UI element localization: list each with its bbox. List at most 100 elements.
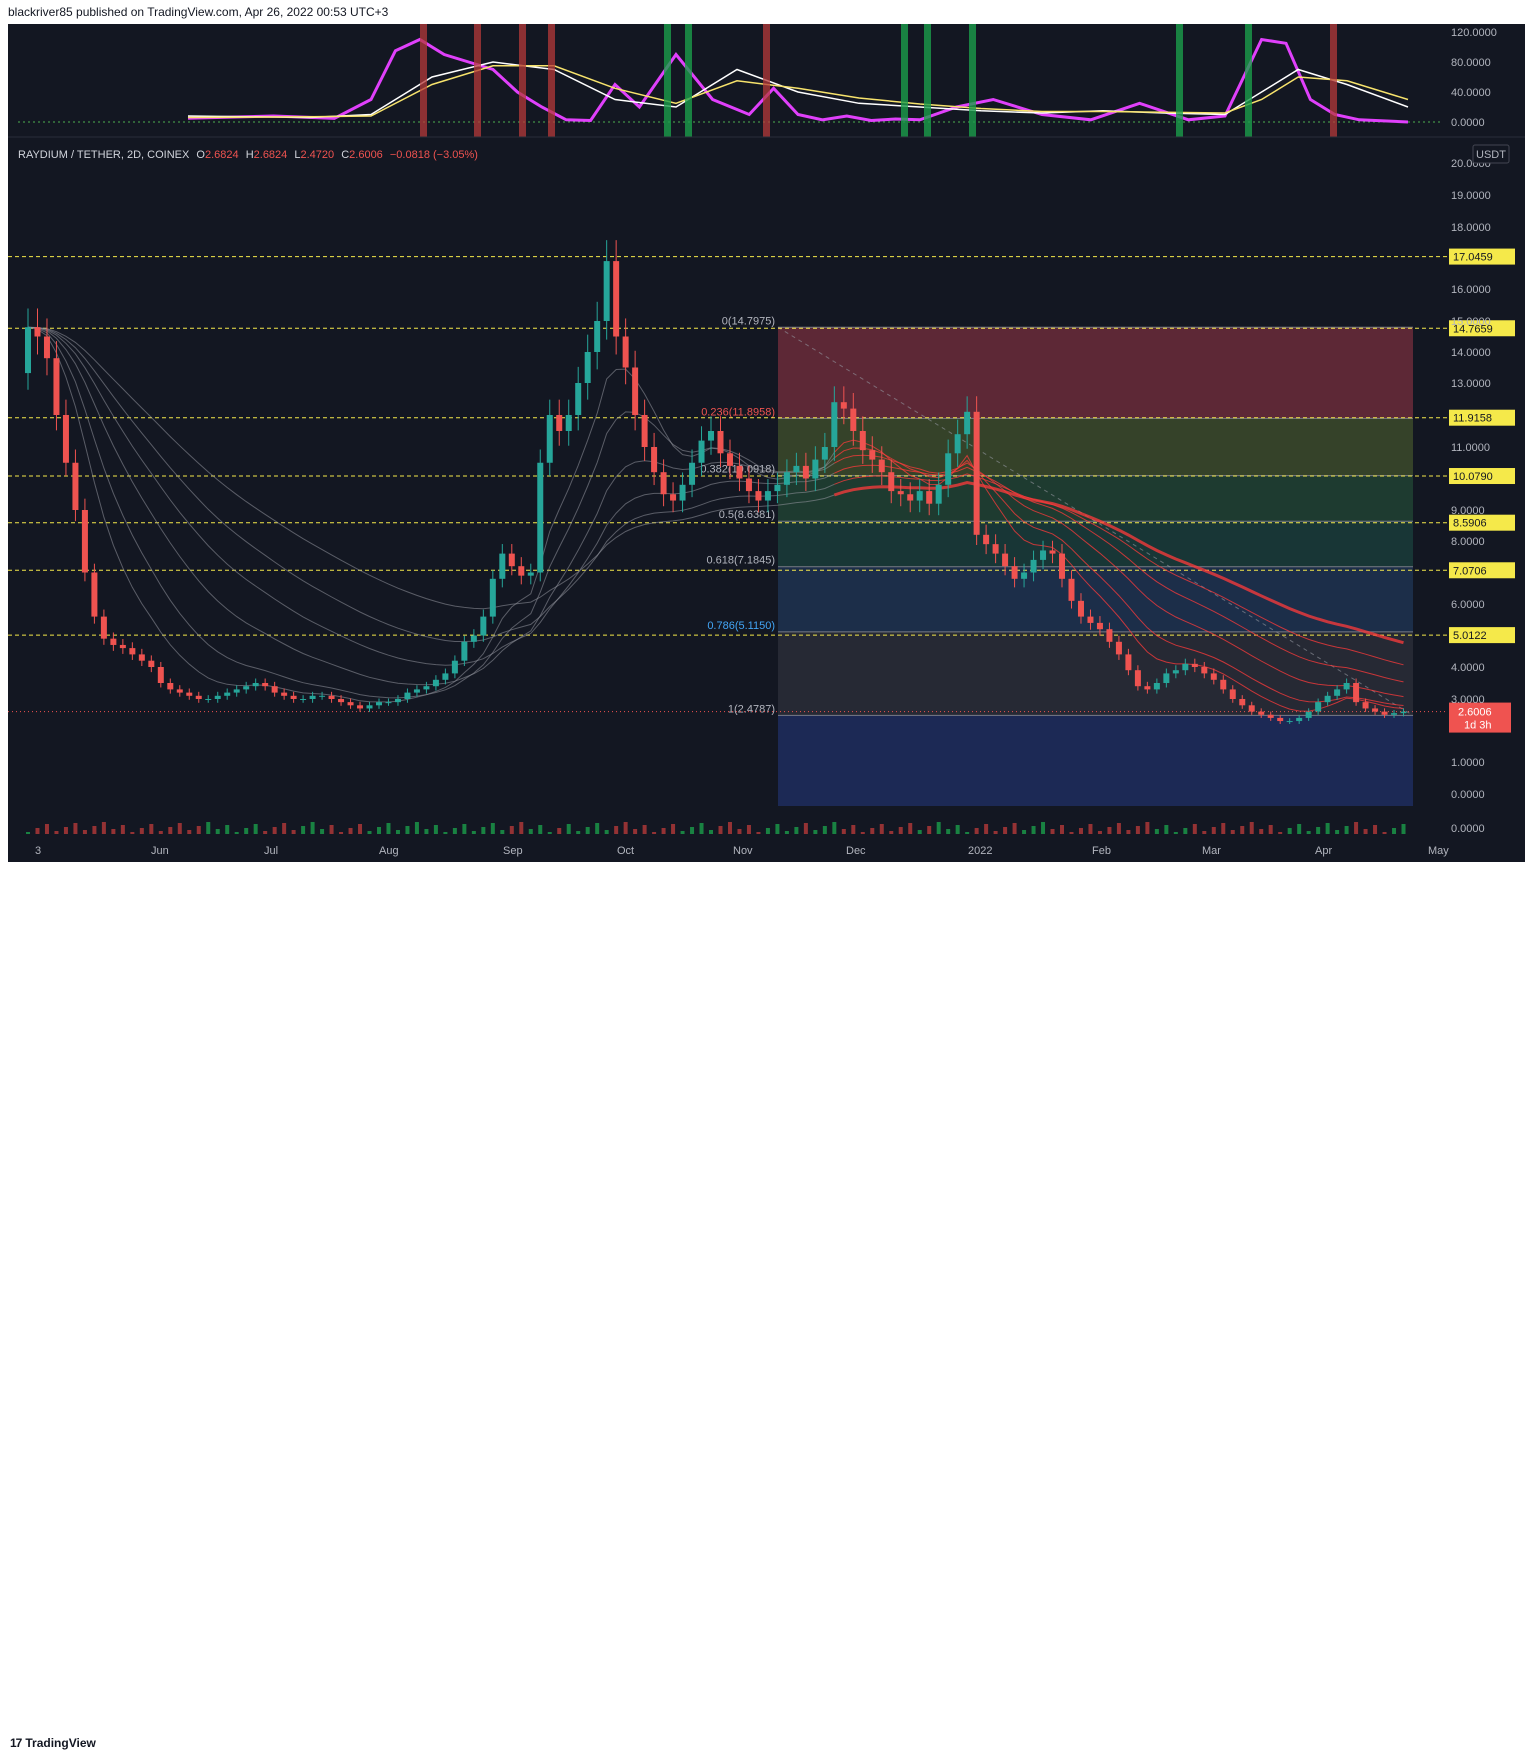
candle-body bbox=[983, 534, 990, 545]
price-tick-label: 13.0000 bbox=[1451, 378, 1491, 390]
candle-body bbox=[907, 494, 914, 501]
volume-bar bbox=[111, 829, 116, 834]
volume-bar bbox=[917, 830, 922, 834]
price-tick-label: 0.0000 bbox=[1451, 789, 1485, 801]
candle-body bbox=[594, 321, 601, 352]
level-label: 7.0706 bbox=[1453, 565, 1487, 577]
legend-c-value: 2.6006 bbox=[349, 149, 383, 161]
volume-bar bbox=[101, 822, 106, 834]
legend-o-label: O bbox=[196, 149, 205, 161]
volume-bar bbox=[870, 828, 875, 834]
volume-bar bbox=[367, 831, 372, 834]
candle-body bbox=[81, 510, 88, 573]
volume-bar bbox=[272, 827, 277, 834]
volume-bar bbox=[1221, 823, 1226, 834]
candle-body bbox=[679, 484, 686, 501]
candle-body bbox=[224, 692, 231, 696]
chart-frame[interactable]: 0(14.7975)0.236(11.8958)0.382(10.0918)0.… bbox=[8, 24, 1525, 862]
candle-body bbox=[432, 679, 439, 687]
candle-body bbox=[252, 683, 259, 687]
candle-body bbox=[413, 689, 420, 693]
time-tick-label: 2022 bbox=[968, 845, 992, 857]
oscillator-tick-label: 120.0000 bbox=[1451, 27, 1497, 39]
candle-body bbox=[850, 408, 857, 431]
time-tick-label: Sep bbox=[503, 845, 523, 857]
candle-body bbox=[91, 572, 98, 617]
time-tick-label: Apr bbox=[1315, 845, 1332, 857]
volume-bar bbox=[851, 825, 856, 834]
fib-zone bbox=[778, 521, 1413, 567]
candle-body bbox=[840, 402, 847, 409]
tradingview-logo[interactable]: 17 TradingView bbox=[10, 1736, 96, 1750]
price-tick-label: 18.0000 bbox=[1451, 222, 1491, 234]
volume-bar bbox=[1268, 825, 1273, 834]
candle-body bbox=[480, 616, 487, 636]
volume-bar bbox=[898, 827, 903, 834]
volume-bar bbox=[965, 832, 970, 834]
volume-bar bbox=[329, 825, 334, 834]
currency-badge[interactable] bbox=[1472, 144, 1510, 164]
tradingview-brand: TradingView bbox=[25, 1736, 96, 1750]
fib-level-label: 0.618(7.1845) bbox=[707, 555, 776, 567]
candle-body bbox=[1334, 689, 1341, 696]
candle-body bbox=[1248, 705, 1255, 712]
volume-bar bbox=[225, 825, 230, 834]
candle-body bbox=[338, 699, 345, 703]
candle-body bbox=[1296, 717, 1303, 722]
ma-ribbon-line bbox=[834, 447, 1404, 706]
candle-body bbox=[755, 491, 762, 501]
candle-body bbox=[1210, 673, 1217, 680]
candle-body bbox=[1353, 683, 1360, 703]
candle-body bbox=[708, 431, 715, 441]
candle-body bbox=[1059, 553, 1066, 579]
candle-body bbox=[726, 453, 733, 466]
volume-bar bbox=[405, 826, 410, 834]
volume-bar bbox=[1382, 832, 1387, 834]
volume-bar bbox=[1354, 822, 1359, 834]
oscillator-signal-bar bbox=[901, 24, 908, 137]
candle-body bbox=[518, 566, 525, 576]
volume-bar bbox=[82, 830, 87, 834]
volume-bar bbox=[746, 825, 751, 834]
candle-body bbox=[499, 553, 506, 579]
volume-bar bbox=[1126, 830, 1131, 834]
candle-body bbox=[176, 689, 183, 693]
time-tick-label: Jun bbox=[151, 845, 169, 857]
volume-bar bbox=[661, 828, 666, 834]
volume-bar bbox=[1230, 830, 1235, 834]
candle-body bbox=[1343, 683, 1350, 690]
candle-body bbox=[945, 453, 952, 485]
volume-bar bbox=[149, 824, 154, 834]
candle-body bbox=[1163, 673, 1170, 683]
ma-ribbon-line bbox=[834, 454, 1404, 698]
candle-body bbox=[1144, 686, 1151, 690]
candle-body bbox=[537, 462, 544, 573]
candles bbox=[25, 240, 1407, 724]
candle-body bbox=[1315, 702, 1322, 712]
volume-bar bbox=[690, 827, 695, 834]
volume-bar bbox=[775, 824, 780, 834]
candle-body bbox=[508, 553, 515, 567]
chart-canvas[interactable]: 0(14.7975)0.236(11.8958)0.382(10.0918)0.… bbox=[8, 24, 1525, 862]
candle-body bbox=[43, 336, 50, 359]
currency-badge-label: USDT bbox=[1476, 149, 1506, 161]
volume-bar bbox=[1003, 827, 1008, 834]
volume-bar bbox=[120, 825, 125, 834]
candle-body bbox=[897, 491, 904, 495]
volume-bar bbox=[1401, 824, 1406, 834]
volume-bar bbox=[784, 831, 789, 834]
price-tick-label: 15.0000 bbox=[1451, 316, 1491, 328]
volume-bar bbox=[44, 824, 49, 834]
volume-bar bbox=[481, 827, 486, 834]
volume-bar bbox=[1297, 824, 1302, 834]
legend-l-value: 2.4720 bbox=[300, 149, 334, 161]
candle-body bbox=[1400, 711, 1407, 714]
last-price-tag bbox=[1449, 702, 1511, 733]
volume-bar bbox=[376, 827, 381, 834]
volume-bar bbox=[215, 829, 220, 834]
price-tick-label: 16.0000 bbox=[1451, 284, 1491, 296]
oscillator-tick-label: 80.0000 bbox=[1451, 57, 1491, 69]
candle-body bbox=[916, 491, 923, 501]
candle-body bbox=[584, 352, 591, 383]
time-tick-label: Dec bbox=[846, 845, 866, 857]
